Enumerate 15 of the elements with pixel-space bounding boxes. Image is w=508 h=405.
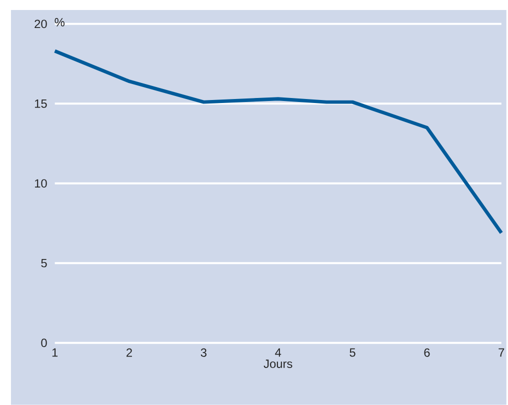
y-tick-label: 0	[41, 338, 47, 348]
x-tick-label: 6	[424, 348, 430, 357]
x-tick-label: 7	[498, 348, 504, 357]
y-tick-label: 10	[34, 179, 47, 188]
x-tick-label: 3	[200, 348, 206, 357]
x-tick-label: 4	[275, 348, 282, 357]
y-axis-title: %	[54, 18, 65, 27]
x-tick-label: 2	[126, 348, 132, 357]
line-series	[53, 49, 504, 235]
x-tick-label: 1	[52, 348, 58, 357]
y-tick-label: 15	[34, 100, 47, 108]
x-tick-label: 5	[350, 348, 356, 357]
y-tick-label: 20	[34, 20, 47, 28]
x-axis-title: Jours	[264, 360, 292, 368]
y-tick-label: 5	[41, 259, 47, 268]
